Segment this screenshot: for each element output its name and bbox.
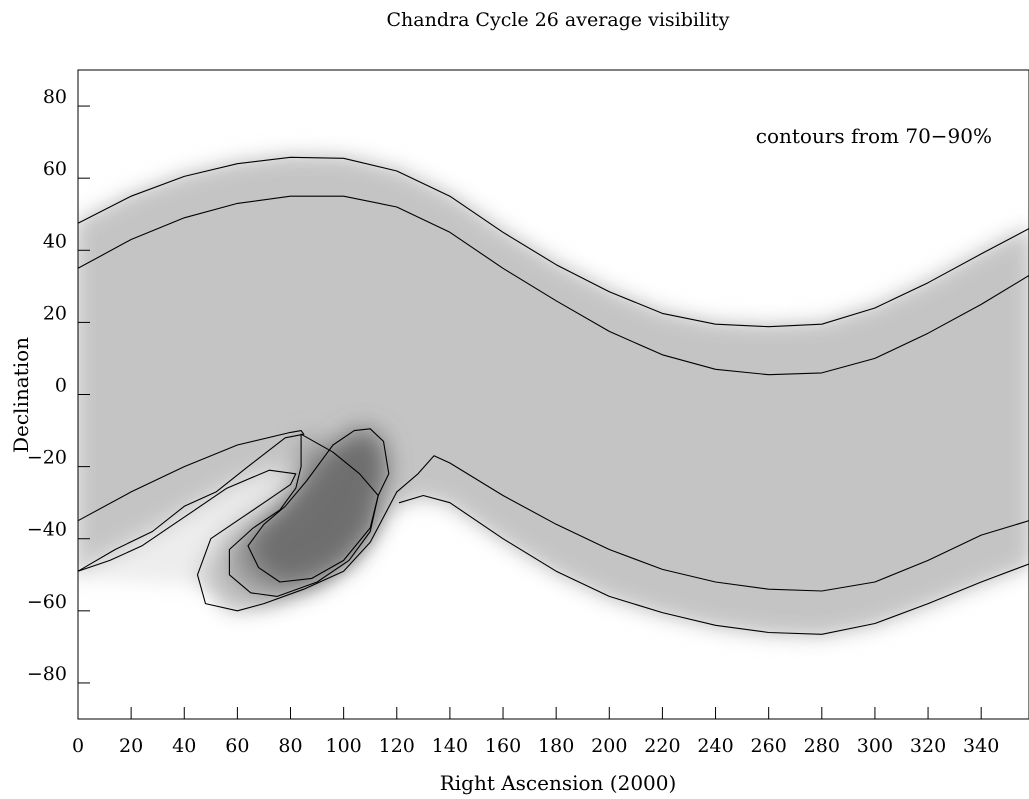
y-tick-label: 0 xyxy=(55,375,67,397)
x-axis-label: Right Ascension (2000) xyxy=(440,771,677,795)
y-tick-label: −60 xyxy=(27,591,67,613)
contour-band-lower-inner-right xyxy=(396,455,1029,592)
chart-title: Chandra Cycle 26 average visibility xyxy=(386,9,729,31)
contour-lines xyxy=(78,156,1029,635)
x-tick-label: 140 xyxy=(432,735,468,757)
x-tick-label: 120 xyxy=(379,735,415,757)
contour-south-inner-loop xyxy=(247,428,390,583)
x-tick-label: 80 xyxy=(278,735,302,757)
contour-band-upper-inner xyxy=(78,195,1029,376)
x-axis-ticks: 0 20 40 60 80 100 120 140 160 180 200 220 240 260 280 3… xyxy=(72,707,999,757)
x-tick-label: 260 xyxy=(751,735,787,757)
y-tick-label: −40 xyxy=(27,519,67,541)
contour-south-outer-loop xyxy=(78,469,398,612)
x-tick-label: 180 xyxy=(538,735,574,757)
y-tick-label: −80 xyxy=(27,663,67,685)
x-tick-label: 100 xyxy=(326,735,362,757)
x-tick-label: 280 xyxy=(804,735,840,757)
y-tick-label: 80 xyxy=(43,86,67,108)
x-tick-label: 300 xyxy=(857,735,893,757)
contour-band-upper-outer xyxy=(78,156,1029,328)
x-tick-label: 20 xyxy=(119,735,143,757)
x-tick-label: 320 xyxy=(910,735,946,757)
y-axis-ticks: 80 60 40 20 0 −20 −40 −60 −80 xyxy=(27,86,90,685)
x-tick-label: 0 xyxy=(72,735,84,757)
x-tick-label: 220 xyxy=(644,735,680,757)
contour-annotation: contours from 70−90% xyxy=(756,124,992,148)
x-tick-label: 60 xyxy=(225,735,249,757)
x-tick-label: 240 xyxy=(697,735,733,757)
x-tick-label: 200 xyxy=(591,735,627,757)
visibility-shading xyxy=(78,157,1029,635)
contour-south-middle-loop xyxy=(228,433,379,597)
x-tick-label: 40 xyxy=(172,735,196,757)
y-axis-label: Declination xyxy=(9,337,33,453)
contour-band-lower-inner xyxy=(78,430,305,572)
contour-band-lower-outer-right xyxy=(398,494,1029,635)
south-core-shading xyxy=(248,428,389,582)
x-tick-label: 160 xyxy=(485,735,521,757)
notch-lightening xyxy=(78,470,296,618)
y-tick-label: 20 xyxy=(43,302,67,324)
y-tick-label: 60 xyxy=(43,158,67,180)
y-tick-label: 40 xyxy=(43,230,67,252)
x-tick-label: 340 xyxy=(963,735,999,757)
band-shading-core xyxy=(78,157,1029,635)
y-tick-label: −20 xyxy=(27,447,67,469)
